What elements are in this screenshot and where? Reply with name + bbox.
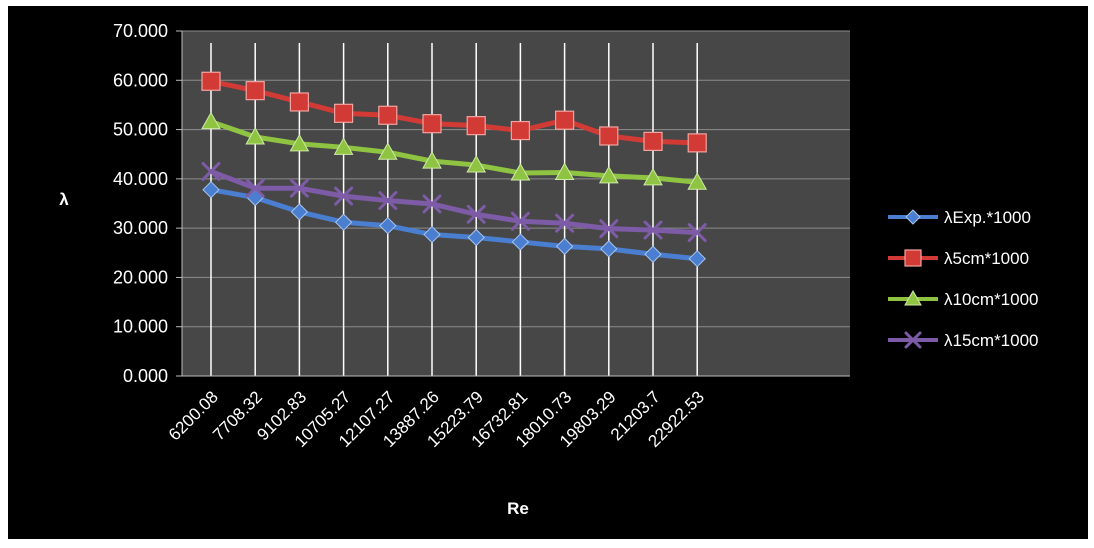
square-marker: [510, 120, 530, 141]
triangle-marker: [687, 172, 708, 190]
diamond-marker: [600, 240, 618, 258]
square-marker: [289, 92, 309, 112]
plot-area: [182, 31, 850, 376]
legend-x-marker: [904, 331, 922, 349]
legend-item: λExp.*1000: [888, 208, 1031, 227]
legend: λExp.*1000 λ5cm*1000 λ10cm*1000 λ15cm*1000: [888, 208, 1039, 350]
series-line: [210, 119, 698, 185]
legend-diamond-marker: [905, 209, 921, 225]
series-3: [201, 111, 708, 190]
y-tick-label: 20.000: [113, 267, 168, 287]
square-marker: [687, 133, 707, 153]
x-marker: [510, 211, 530, 231]
triangle-marker: [510, 162, 531, 181]
legend-item: λ10cm*1000: [888, 289, 1039, 309]
y-axis-title: λ: [59, 190, 69, 209]
x-marker: [687, 223, 707, 243]
triangle-marker: [245, 126, 266, 145]
square-marker: [554, 110, 575, 130]
legend-square-marker: [904, 249, 922, 267]
triangle-marker: [598, 165, 619, 184]
x-marker: [201, 161, 221, 181]
y-tick-label: 30.000: [113, 218, 168, 238]
legend-label: λ15cm*1000: [944, 331, 1039, 350]
square-marker: [245, 81, 265, 101]
x-axis-title: Re: [507, 499, 529, 518]
y-tick-label: 60.000: [113, 70, 168, 90]
diamond-marker: [423, 225, 441, 244]
square-marker: [466, 116, 486, 136]
diamond-marker: [379, 216, 397, 235]
y-tick-label: 0.000: [123, 366, 168, 386]
diamond-marker: [511, 233, 530, 251]
triangle-marker: [333, 137, 354, 155]
diamond-marker: [688, 249, 706, 268]
diamond-marker: [644, 245, 662, 263]
triangle-marker: [289, 133, 310, 152]
legend-label: λExp.*1000: [944, 208, 1031, 227]
y-tick-label: 50.000: [113, 120, 168, 140]
y-tick-label: 40.000: [113, 169, 168, 189]
diamond-marker: [202, 180, 220, 199]
triangle-marker: [422, 151, 442, 169]
legend-item: λ5cm*1000: [888, 249, 1029, 268]
legend-label: λ5cm*1000: [944, 249, 1029, 268]
x-marker: [466, 204, 486, 224]
x-marker: [378, 191, 398, 211]
x-marker: [245, 178, 265, 198]
square-marker: [643, 131, 663, 151]
square-marker: [599, 126, 619, 146]
legend-triangle-marker: [904, 289, 922, 306]
square-marker: [378, 105, 398, 125]
diamond-marker: [334, 213, 353, 231]
legend-label: λ10cm*1000: [944, 290, 1039, 309]
series-line: [210, 169, 698, 236]
x-marker: [599, 219, 619, 239]
triangle-marker: [466, 155, 487, 173]
x-marker: [555, 213, 575, 233]
square-marker: [334, 103, 354, 123]
series-2: [201, 71, 707, 153]
diamond-marker: [555, 237, 574, 256]
triangle-marker: [377, 142, 398, 160]
triangle-marker: [201, 111, 221, 130]
triangle-marker: [554, 162, 575, 180]
triangle-marker: [643, 167, 663, 186]
y-tick-labels: 0.000 10.000 20.000 30.000 40.000 50.000 60.00…: [113, 21, 168, 386]
x-marker: [643, 220, 663, 240]
series-layer: [201, 71, 708, 268]
diamond-marker: [467, 228, 485, 247]
y-tick-label: 10.000: [113, 317, 168, 337]
legend-item: λ15cm*1000: [888, 331, 1039, 350]
x-marker: [334, 186, 354, 206]
series-4: [201, 161, 707, 243]
x-marker: [422, 194, 442, 214]
x-marker: [289, 178, 309, 198]
diamond-marker: [290, 203, 309, 221]
square-marker: [201, 71, 221, 91]
series-1: [202, 180, 706, 268]
y-tick-label: 70.000: [113, 21, 168, 41]
square-marker: [422, 114, 442, 134]
